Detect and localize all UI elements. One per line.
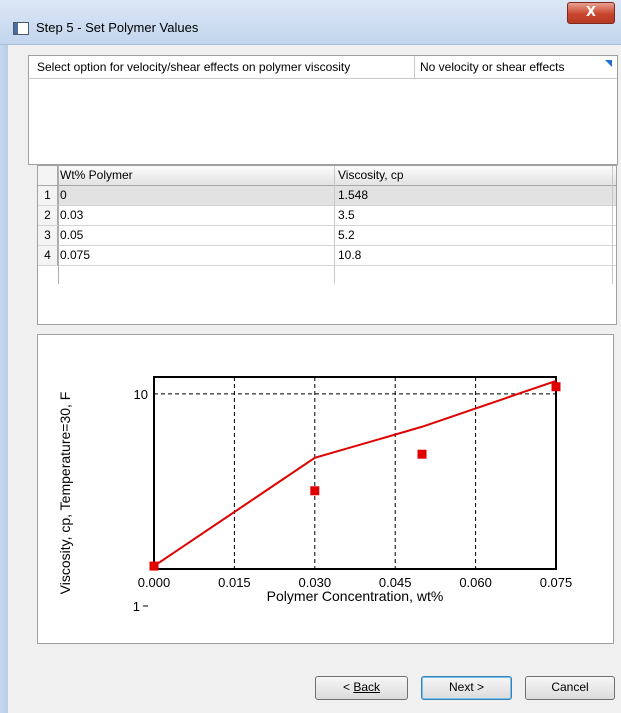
table-row[interactable]: 4 0.075 10.8 bbox=[38, 246, 616, 266]
viscosity-cell[interactable]: 5.2 bbox=[338, 228, 355, 242]
x-tick-label: 0.060 bbox=[459, 575, 492, 590]
row-number: 2 bbox=[38, 206, 58, 225]
polymer-table: Wt% Polymer Viscosity, cp 1 0 1.548 2 0.… bbox=[37, 165, 617, 325]
y-axis-label: Viscosity, cp, Temperature=30, F bbox=[57, 392, 73, 595]
data-point-marker bbox=[149, 561, 159, 571]
table-row[interactable]: 1 0 1.548 bbox=[38, 186, 616, 206]
column-header-wt-polymer[interactable]: Wt% Polymer bbox=[60, 168, 133, 182]
viscosity-cell[interactable]: 1.548 bbox=[338, 188, 369, 202]
option-divider bbox=[414, 56, 415, 78]
app-window-icon bbox=[13, 22, 29, 35]
velocity-shear-option-row[interactable]: Select option for velocity/shear effects… bbox=[29, 56, 617, 79]
row-number: 1 bbox=[38, 186, 58, 205]
viscosity-cell[interactable]: 10.8 bbox=[338, 248, 362, 262]
x-tick-label: 0.000 bbox=[138, 575, 171, 590]
column-divider bbox=[334, 166, 335, 284]
data-point-marker bbox=[551, 382, 561, 392]
plot-frame bbox=[153, 376, 557, 570]
data-point-marker bbox=[417, 449, 427, 459]
option-label: Select option for velocity/shear effects… bbox=[37, 60, 351, 74]
viscosity-chart-panel: 0.000 0.015 0.030 0.045 0.060 0.075 10 1 Polymer… bbox=[37, 334, 614, 644]
wt-polymer-cell[interactable]: 0.05 bbox=[60, 228, 84, 242]
cancel-button[interactable]: Cancel bbox=[525, 676, 615, 700]
x-tick-label: 0.075 bbox=[540, 575, 573, 590]
velocity-shear-dropdown[interactable]: No velocity or shear effects bbox=[420, 60, 565, 74]
row-number: 3 bbox=[38, 226, 58, 245]
option-panel: Select option for velocity/shear effects… bbox=[28, 55, 618, 165]
window-frame-edge bbox=[0, 45, 8, 713]
column-header-viscosity[interactable]: Viscosity, cp bbox=[338, 168, 404, 182]
data-point-marker bbox=[310, 486, 320, 496]
wt-polymer-cell[interactable]: 0.075 bbox=[60, 248, 91, 262]
x-axis-label: Polymer Concentration, wt% bbox=[267, 588, 444, 604]
table-row[interactable]: 2 0.03 3.5 bbox=[38, 206, 616, 226]
dropdown-indicator-icon[interactable] bbox=[605, 60, 612, 67]
fit-line bbox=[153, 379, 557, 567]
y-minor-tick-label: 1 bbox=[133, 599, 140, 614]
row-number-divider bbox=[58, 166, 59, 284]
title-bar: Step 5 - Set Polymer Values X bbox=[0, 0, 621, 45]
window-title: Step 5 - Set Polymer Values bbox=[36, 20, 199, 35]
back-button-label: Back bbox=[353, 680, 381, 694]
x-tick-label: 0.045 bbox=[379, 575, 412, 590]
row-number: 4 bbox=[38, 246, 58, 265]
row-number-header bbox=[38, 166, 58, 185]
wt-polymer-cell[interactable]: 0.03 bbox=[60, 208, 84, 222]
back-button[interactable]: < Back bbox=[315, 676, 408, 700]
y-tick-label: 10 bbox=[134, 387, 148, 402]
column-divider-right bbox=[612, 166, 613, 284]
close-button[interactable]: X bbox=[567, 2, 615, 24]
viscosity-chart: 0.000 0.015 0.030 0.045 0.060 0.075 10 1 Polymer… bbox=[57, 376, 573, 614]
wt-polymer-cell[interactable]: 0 bbox=[60, 188, 67, 202]
viscosity-cell[interactable]: 3.5 bbox=[338, 208, 355, 222]
x-tick-label: 0.030 bbox=[299, 575, 332, 590]
x-tick-label: 0.015 bbox=[218, 575, 251, 590]
next-button[interactable]: Next > bbox=[421, 676, 512, 700]
back-button-prefix: < bbox=[342, 680, 354, 694]
table-row[interactable]: 3 0.05 5.2 bbox=[38, 226, 616, 246]
table-header: Wt% Polymer Viscosity, cp bbox=[38, 166, 616, 186]
